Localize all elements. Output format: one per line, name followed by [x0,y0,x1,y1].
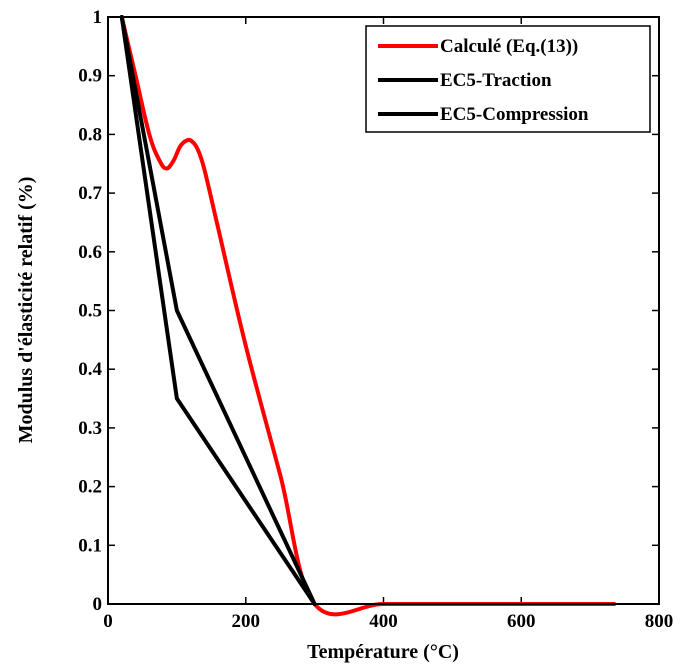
ticks: 0 200 400 600 800 0 0.1 0.2 0.3 0.4 0.5 0.6 0.7 0.8 0.… [78,7,673,632]
y-tick-label: 0.2 [78,477,102,498]
legend-entry-label: EC5-Compression [440,104,589,125]
series-line-1 [119,15,317,606]
y-tick-label: 0.6 [78,242,102,263]
y-tick-label: 0.8 [78,124,102,145]
x-tick-label: 400 [369,611,398,632]
x-tick-label: 800 [645,611,674,632]
x-tick-label: 200 [232,611,261,632]
y-axis-label: Modulus d'élasticité relatif (%) [15,177,37,444]
plot-frame [107,16,660,605]
legend-entry-label: EC5-Traction [440,70,552,91]
x-axis-label: Température (°C) [307,641,459,663]
y-tick-label: 0.3 [78,418,102,439]
legend: Calculé (Eq.(13)) EC5-Traction EC5-Compres… [365,25,651,133]
x-tick-label: 600 [507,611,536,632]
legend-entry-label: Calculé (Eq.(13)) [440,36,578,57]
series-line-2 [119,15,317,606]
y-tick-label: 0.9 [78,66,102,87]
y-tick-label: 0 [93,594,103,615]
y-tick-label: 0.4 [78,359,102,380]
y-tick-label: 0.1 [78,535,102,556]
y-tick-label: 1 [93,7,103,28]
y-tick-label: 0.7 [78,183,102,204]
x-tick-label: 0 [103,611,113,632]
y-tick-label: 0.5 [78,301,102,322]
